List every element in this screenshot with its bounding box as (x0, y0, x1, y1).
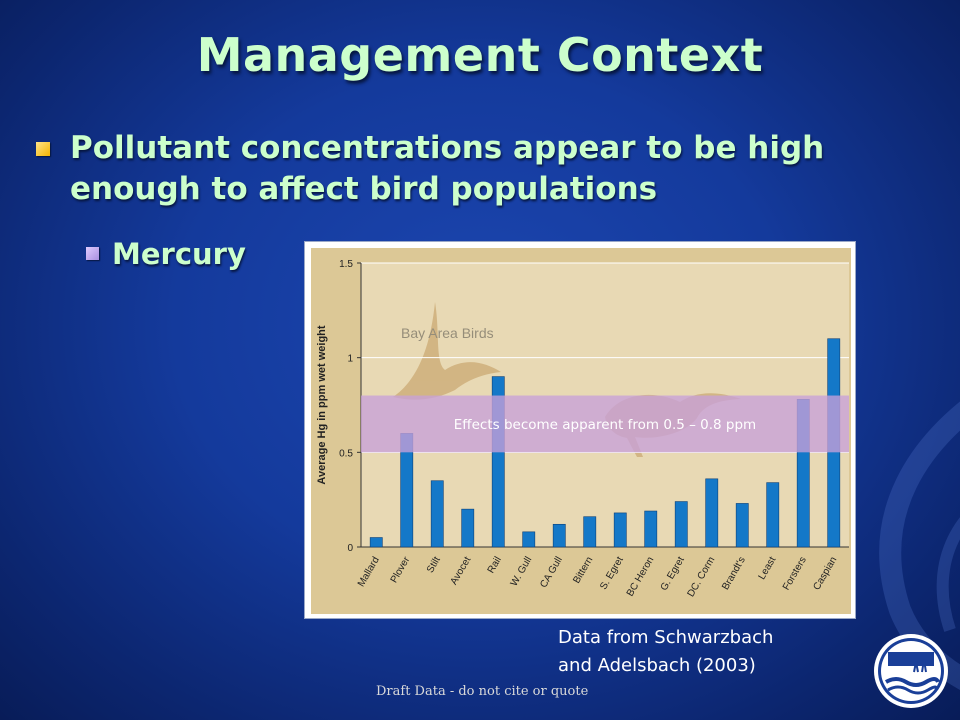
bar-9 (644, 510, 658, 548)
draft-notice: Draft Data - do not cite or quote (376, 684, 589, 699)
y-tick-label: 0 (347, 543, 353, 554)
logo-icon (874, 634, 948, 708)
flying-bird-icon (393, 302, 501, 400)
y-tick-label: 1 (347, 354, 353, 365)
bar-11 (705, 478, 719, 548)
bar-12 (735, 503, 749, 548)
background-swoosh (879, 401, 960, 690)
effects-band-rect (361, 395, 849, 453)
chart-frame: Bay Area Birds 0 0.5 1 1.5 Mallard Plover Sti… (304, 241, 856, 619)
bar-10 (674, 501, 688, 548)
bar-2 (430, 480, 444, 548)
effects-band: Effects become apparent from 0.5 – 0.8 p… (361, 395, 849, 453)
watermark-label: Bay Area Birds (401, 325, 494, 341)
mercury-bar-chart: Bay Area Birds 00.511.5 Mallard Plover Sti… (311, 248, 851, 614)
sub-bullet-point: Mercury (86, 236, 246, 272)
bar-5 (522, 531, 536, 548)
data-credit: Data from Schwarzbach and Adelsbach (200… (558, 624, 773, 680)
effects-band-label: Effects become apparent from 0.5 – 0.8 p… (454, 417, 756, 433)
bullet-point: Pollutant concentrations appear to be hi… (36, 128, 856, 210)
y-axis-label: Average Hg in ppm wet weight (316, 325, 328, 484)
bar-0 (369, 537, 383, 548)
bar-6 (552, 523, 566, 548)
bullet-marker-icon (36, 142, 50, 156)
bullet-text: Pollutant concentrations appear to be hi… (70, 130, 825, 207)
bar-13 (766, 482, 780, 548)
y-tick-label: 1.5 (339, 259, 353, 270)
sub-bullet-marker-icon (86, 247, 99, 260)
bar-8 (613, 512, 627, 548)
y-tick-label: 0.5 (339, 448, 353, 459)
slide-title: Management Context (196, 28, 764, 82)
bar-7 (583, 516, 597, 548)
bar-3 (461, 508, 475, 548)
sub-bullet-text: Mercury (112, 237, 246, 271)
credit-line-2: and Adelsbach (2003) (558, 655, 756, 676)
bars (369, 338, 841, 548)
credit-line-1: Data from Schwarzbach (558, 627, 774, 648)
